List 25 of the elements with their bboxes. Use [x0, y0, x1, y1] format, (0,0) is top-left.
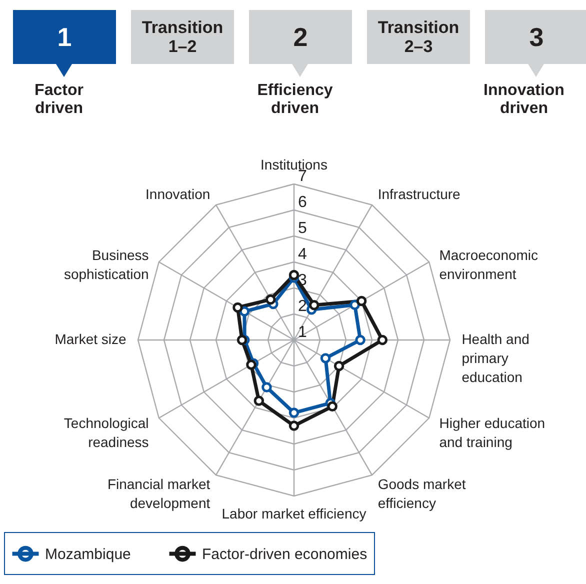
legend-label: Factor-driven economies — [202, 546, 368, 563]
text: 1 — [13, 10, 116, 64]
y-tick-label: 1 — [298, 324, 307, 341]
y-tick-label: 5 — [298, 220, 307, 237]
spoke-label: Market size — [54, 331, 127, 347]
y-tick-label: 4 — [298, 246, 307, 263]
spoke-label: Technological readiness — [64, 414, 149, 450]
text: Transition 2–3 — [367, 10, 470, 64]
spoke-label: Business sophistication — [64, 247, 149, 282]
text: 3 — [485, 10, 586, 64]
legend-label: Mozambique — [45, 546, 131, 563]
spoke-label: Labor market efficiency — [222, 506, 366, 522]
spoke-label: Macroeconomic environment — [439, 247, 538, 282]
text: Factor driven — [34, 82, 84, 118]
text: Efficiency driven — [256, 82, 334, 118]
spoke-label: Higher education and training — [439, 414, 546, 450]
spoke-label: Innovation — [146, 186, 210, 202]
text: Innovation driven — [482, 82, 566, 118]
spoke-label: Financial market development — [107, 476, 210, 512]
text: Transition 1–2 — [131, 10, 234, 64]
y-tick-label: 6 — [298, 194, 307, 211]
spoke-label: Goods market efficiency — [378, 476, 466, 512]
spoke-label: Infrastructure — [378, 186, 461, 202]
spoke-label: Health and primary education — [462, 331, 530, 385]
y-tick-label: 2 — [298, 298, 307, 315]
